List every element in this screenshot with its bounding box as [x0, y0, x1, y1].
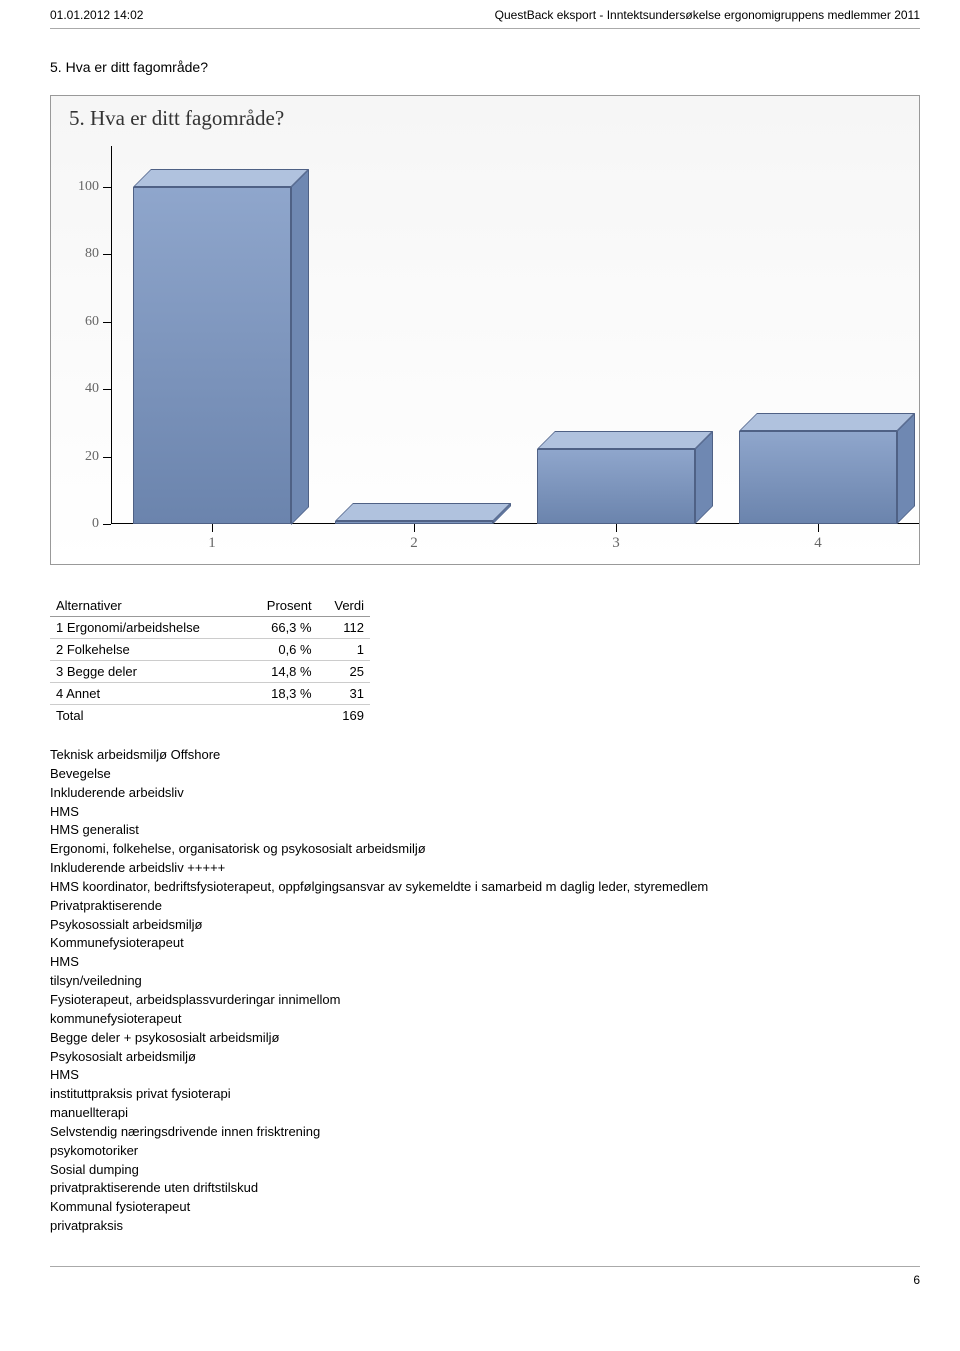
- question-number: 5.: [50, 59, 62, 75]
- table-total-row: Total 169: [50, 705, 370, 727]
- freetext-line: Ergonomi, folkehelse, organisatorisk og …: [50, 840, 920, 859]
- freetext-line: Psykosossialt arbeidsmiljø: [50, 916, 920, 935]
- cell-label: 3 Begge deler: [50, 661, 246, 683]
- x-tick: [818, 524, 819, 532]
- cell-total-label: Total: [50, 705, 246, 727]
- table-row: 1 Ergonomi/arbeidshelse66,3 %112: [50, 617, 370, 639]
- chart-plot: 0204060801001234: [111, 146, 919, 524]
- y-tick: [103, 389, 111, 390]
- freetext-line: Kommunal fysioterapeut: [50, 1198, 920, 1217]
- x-tick: [414, 524, 415, 532]
- export-title: QuestBack eksport - Inntektsundersøkelse…: [495, 8, 920, 22]
- freetext-line: kommunefysioterapeut: [50, 1010, 920, 1029]
- y-tick: [103, 187, 111, 188]
- freetext-line: Fysioterapeut, arbeidsplassvurderingar i…: [50, 991, 920, 1010]
- question-title: 5. Hva er ditt fagområde?: [50, 59, 920, 75]
- page-number: 6: [913, 1273, 920, 1287]
- cell-val: 1: [318, 639, 370, 661]
- freetext-line: Begge deler + psykososialt arbeidsmiljø: [50, 1029, 920, 1048]
- cell-total-val: 169: [318, 705, 370, 727]
- table-row: 3 Begge deler14,8 %25: [50, 661, 370, 683]
- freetext-line: Sosial dumping: [50, 1161, 920, 1180]
- y-tick-label: 0: [65, 516, 99, 532]
- cell-label: 2 Folkehelse: [50, 639, 246, 661]
- table-header-row: Alternativer Prosent Verdi: [50, 595, 370, 617]
- cell-val: 112: [318, 617, 370, 639]
- freetext-line: instituttpraksis privat fysioterapi: [50, 1085, 920, 1104]
- chart-bar: [335, 521, 493, 524]
- y-tick-label: 60: [65, 314, 99, 330]
- y-tick-label: 20: [65, 449, 99, 465]
- freetext-line: Kommunefysioterapeut: [50, 934, 920, 953]
- y-tick-label: 80: [65, 246, 99, 262]
- y-tick: [103, 254, 111, 255]
- freetext-line: manuellterapi: [50, 1104, 920, 1123]
- x-tick-label: 1: [208, 535, 216, 552]
- x-tick-label: 3: [612, 535, 620, 552]
- freetext-line: HMS generalist: [50, 821, 920, 840]
- col-verdi: Verdi: [318, 595, 370, 617]
- cell-pct: 0,6 %: [246, 639, 318, 661]
- cell-val: 25: [318, 661, 370, 683]
- cell-label: 4 Annet: [50, 683, 246, 705]
- cell-pct: 14,8 %: [246, 661, 318, 683]
- chart-bar: [739, 431, 897, 524]
- y-tick-label: 40: [65, 381, 99, 397]
- cell-label: 1 Ergonomi/arbeidshelse: [50, 617, 246, 639]
- cell-pct: 66,3 %: [246, 617, 318, 639]
- page-footer: 6: [50, 1266, 920, 1287]
- cell-pct: 18,3 %: [246, 683, 318, 705]
- freetext-line: HMS: [50, 953, 920, 972]
- chart-bar: [133, 187, 291, 525]
- freetext-line: Selvstendig næringsdrivende innen friskt…: [50, 1123, 920, 1142]
- freetext-line: Teknisk arbeidsmiljø Offshore: [50, 746, 920, 765]
- freetext-line: Inkluderende arbeidsliv: [50, 784, 920, 803]
- freetext-line: psykomotoriker: [50, 1142, 920, 1161]
- y-axis: [111, 146, 112, 524]
- freetext-line: Inkluderende arbeidsliv +++++: [50, 859, 920, 878]
- data-table: Alternativer Prosent Verdi 1 Ergonomi/ar…: [50, 595, 370, 726]
- y-tick: [103, 524, 111, 525]
- table-row: 4 Annet18,3 %31: [50, 683, 370, 705]
- col-prosent: Prosent: [246, 595, 318, 617]
- freetext-line: privatpraktiserende uten driftstilskud: [50, 1179, 920, 1198]
- chart-title: 5. Hva er ditt fagområde?: [51, 96, 919, 137]
- x-tick-label: 2: [410, 535, 418, 552]
- chart-container: 5. Hva er ditt fagområde? 02040608010012…: [50, 95, 920, 565]
- freetext-line: Bevegelse: [50, 765, 920, 784]
- freetext-line: tilsyn/veiledning: [50, 972, 920, 991]
- freetext-line: Privatpraktiserende: [50, 897, 920, 916]
- question-text: Hva er ditt fagområde?: [66, 59, 208, 75]
- freetext-line: HMS koordinator, bedriftsfysioterapeut, …: [50, 878, 920, 897]
- freetext-line: HMS: [50, 1066, 920, 1085]
- timestamp: 01.01.2012 14:02: [50, 8, 143, 22]
- x-tick-label: 4: [814, 535, 822, 552]
- x-tick: [616, 524, 617, 532]
- y-tick-label: 100: [65, 179, 99, 195]
- cell-val: 31: [318, 683, 370, 705]
- page-header: 01.01.2012 14:02 QuestBack eksport - Inn…: [50, 8, 920, 29]
- freetext-line: HMS: [50, 803, 920, 822]
- freetext-list: Teknisk arbeidsmiljø OffshoreBevegelseIn…: [50, 746, 920, 1236]
- y-tick: [103, 457, 111, 458]
- freetext-line: privatpraksis: [50, 1217, 920, 1236]
- table-row: 2 Folkehelse0,6 %1: [50, 639, 370, 661]
- chart-bar: [537, 449, 695, 524]
- cell-empty: [246, 705, 318, 727]
- x-tick: [212, 524, 213, 532]
- col-alternativer: Alternativer: [50, 595, 246, 617]
- freetext-line: Psykososialt arbeidsmiljø: [50, 1048, 920, 1067]
- y-tick: [103, 322, 111, 323]
